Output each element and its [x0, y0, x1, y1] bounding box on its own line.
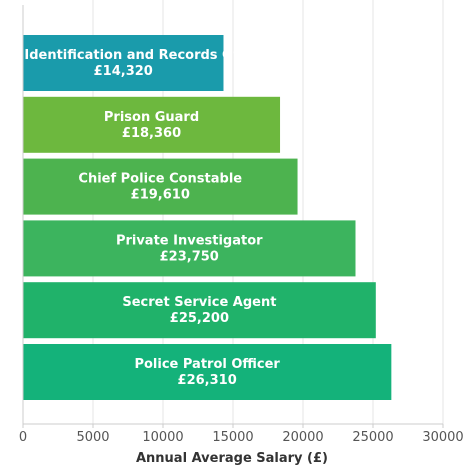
x-tick-labels: 0 5000 10000 15000 20000 25000 30000	[19, 424, 464, 445]
bar-value-label: £18,360	[122, 126, 181, 141]
x-tick-label: 20000	[282, 430, 323, 445]
bar-category-label: Private Investigator	[116, 233, 263, 248]
x-tick-label: 10000	[142, 430, 183, 445]
bar-category-label: Police Patrol Officer	[134, 357, 280, 372]
bar	[23, 158, 298, 215]
bar-value-label: £19,610	[131, 188, 190, 203]
bar	[23, 344, 392, 400]
bar-value-label: £23,750	[160, 249, 219, 264]
bar-value-label: £25,200	[170, 311, 229, 326]
bar	[23, 282, 376, 339]
x-tick-label: 0	[19, 430, 27, 445]
bar	[23, 96, 281, 153]
bar-value-label: £14,320	[94, 64, 153, 79]
bar	[23, 220, 356, 277]
x-tick-label: 15000	[212, 430, 253, 445]
bars-group: Police Identification and Records Office…	[0, 35, 392, 400]
bar-category-label: Police Identification and Records Office…	[0, 48, 271, 63]
x-tick-label: 5000	[76, 430, 109, 445]
bar-category-label: Chief Police Constable	[78, 172, 242, 187]
x-axis-title: Annual Average Salary (£)	[136, 451, 328, 466]
bar-category-label: Secret Service Agent	[122, 295, 276, 310]
x-tick-label: 30000	[422, 430, 463, 445]
bar-value-label: £26,310	[178, 373, 237, 388]
bar	[23, 35, 224, 91]
bar-category-label: Prison Guard	[104, 110, 199, 125]
x-tick-label: 25000	[352, 430, 393, 445]
